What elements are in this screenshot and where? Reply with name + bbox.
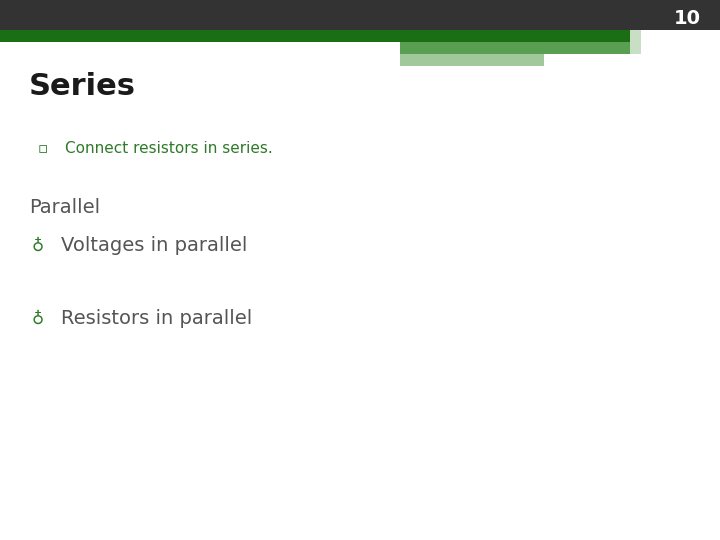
Text: 10: 10 <box>674 9 701 29</box>
Text: ▫: ▫ <box>38 141 48 156</box>
Bar <box>0 30 641 42</box>
Bar <box>400 54 544 66</box>
Text: Parallel: Parallel <box>29 198 100 218</box>
Text: Resistors in parallel: Resistors in parallel <box>61 309 253 328</box>
Text: Connect resistors in series.: Connect resistors in series. <box>65 141 273 156</box>
Bar <box>0 0 720 30</box>
Text: Series: Series <box>29 72 136 101</box>
Bar <box>630 30 641 54</box>
Text: ♁: ♁ <box>32 237 43 255</box>
Text: ♁: ♁ <box>32 309 43 328</box>
Bar <box>400 42 641 54</box>
Text: Voltages in parallel: Voltages in parallel <box>61 236 248 255</box>
